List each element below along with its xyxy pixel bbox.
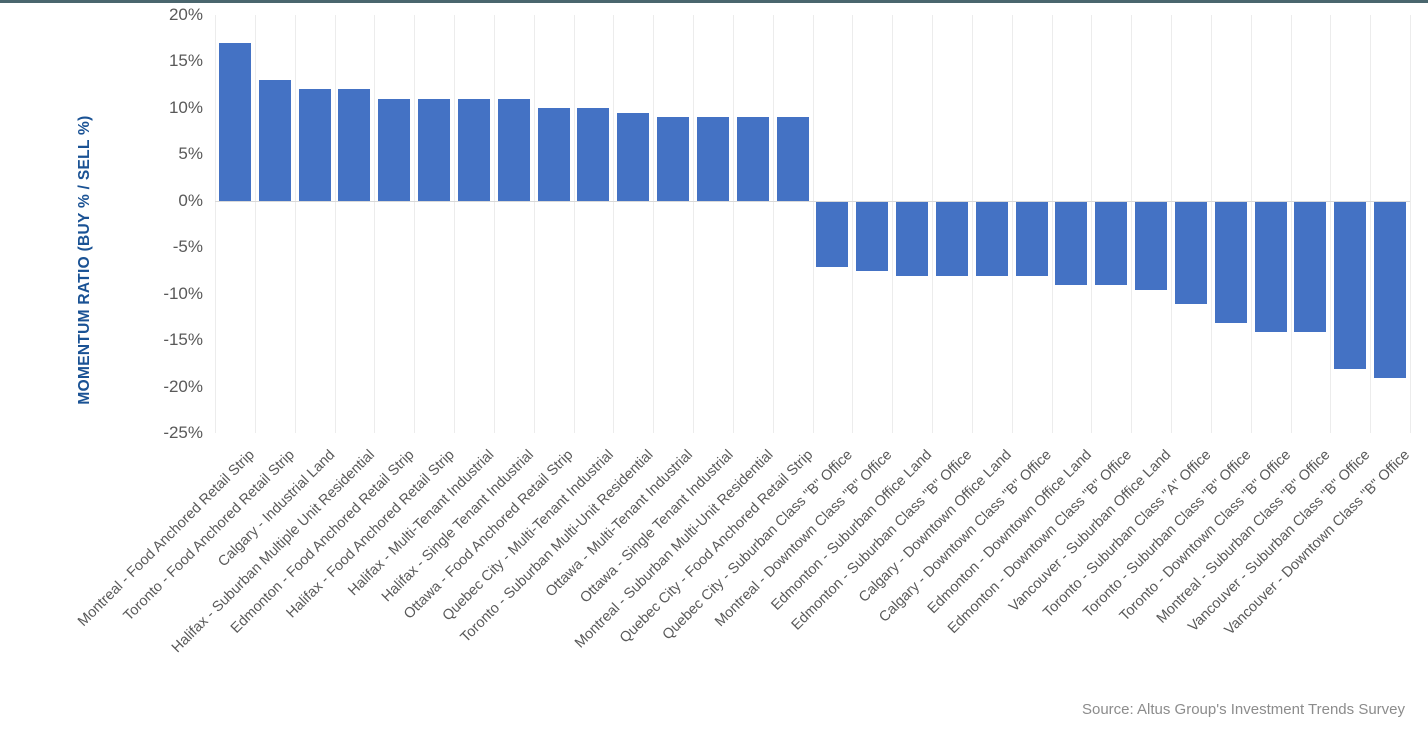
vertical-gridline — [1131, 15, 1133, 433]
vertical-gridline — [1051, 15, 1053, 433]
bar — [537, 107, 570, 201]
bar — [896, 201, 929, 277]
bar — [617, 112, 650, 201]
vertical-gridline — [414, 15, 416, 433]
bar — [1055, 201, 1088, 286]
vertical-gridline — [374, 15, 376, 433]
bar — [1135, 201, 1168, 290]
bar — [577, 107, 610, 201]
vertical-gridline — [1370, 15, 1372, 433]
vertical-gridline — [454, 15, 455, 433]
vertical-gridline — [613, 15, 615, 433]
vertical-gridline — [1210, 15, 1212, 433]
bar — [856, 201, 889, 272]
vertical-gridline — [892, 15, 894, 433]
vertical-gridline — [812, 15, 814, 433]
bar — [1174, 201, 1207, 304]
y-tick-label: -25% — [163, 423, 203, 442]
bar — [258, 80, 291, 201]
vertical-gridline — [533, 15, 535, 433]
bar — [418, 98, 451, 201]
y-tick-label: -15% — [163, 330, 203, 350]
source-note: Source: Altus Group's Investment Trends … — [1081, 701, 1405, 718]
vertical-gridline — [334, 15, 336, 433]
bar — [218, 42, 251, 201]
vertical-gridline — [932, 15, 933, 433]
vertical-gridline — [294, 15, 296, 433]
bar — [1374, 201, 1407, 379]
bar — [457, 98, 490, 201]
vertical-gridline — [1330, 15, 1332, 433]
bar — [776, 117, 809, 201]
y-tick-label: -20% — [163, 376, 203, 396]
vertical-gridline — [971, 15, 973, 433]
bar — [1334, 201, 1367, 369]
y-tick-label: 0% — [178, 190, 203, 210]
vertical-gridline — [1290, 15, 1292, 433]
y-tick-label: -5% — [172, 237, 203, 257]
vertical-gridline — [1410, 15, 1411, 433]
y-tick-label: 15% — [168, 51, 203, 71]
vertical-gridline — [1011, 15, 1013, 433]
y-tick-label: -10% — [163, 283, 203, 303]
bar — [1254, 201, 1287, 332]
bar — [1214, 201, 1247, 323]
bar — [1095, 201, 1128, 286]
vertical-gridline — [852, 15, 854, 433]
bar — [736, 117, 769, 201]
bar — [975, 201, 1008, 277]
vertical-gridline — [493, 15, 495, 433]
bar — [657, 117, 690, 201]
vertical-gridline — [732, 15, 734, 433]
top-border — [0, 0, 1428, 3]
vertical-gridline — [1250, 15, 1252, 433]
zero-axis-line — [215, 200, 1410, 202]
bar — [696, 117, 729, 201]
plot-area — [215, 15, 1411, 433]
vertical-gridline — [1171, 15, 1172, 433]
bar — [816, 201, 849, 267]
bar — [1015, 201, 1048, 277]
vertical-gridline — [772, 15, 774, 433]
y-tick-label: 5% — [178, 144, 203, 164]
y-tick-label: 10% — [168, 97, 203, 117]
bar — [378, 98, 411, 201]
vertical-gridline — [215, 15, 216, 433]
y-tick-label: 20% — [168, 5, 203, 24]
vertical-gridline — [573, 15, 575, 433]
bar — [338, 89, 371, 201]
vertical-gridline — [254, 15, 256, 433]
vertical-gridline — [1091, 15, 1093, 433]
bar — [935, 201, 968, 277]
category-label: Vancouver - Downtown Class "B" Office — [1221, 447, 1414, 639]
bar — [497, 98, 530, 201]
bar — [1294, 201, 1327, 332]
bar — [298, 89, 331, 201]
vertical-gridline — [653, 15, 655, 433]
vertical-gridline — [693, 15, 694, 433]
